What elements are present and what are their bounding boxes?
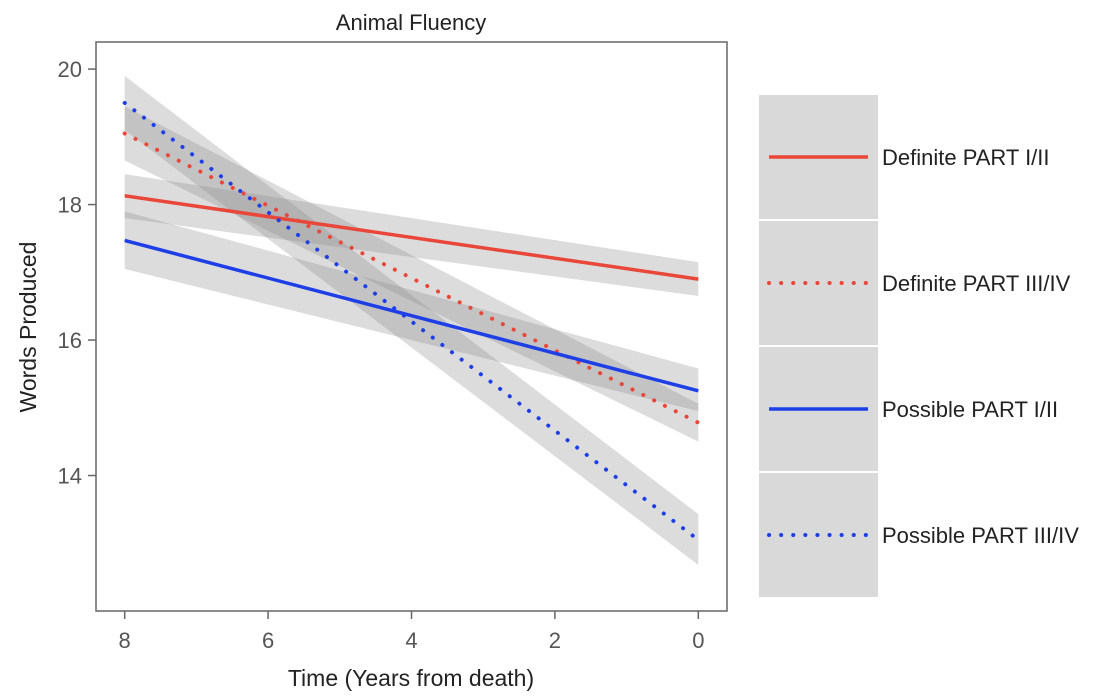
x-tick-label: 4: [405, 628, 417, 653]
x-tick-label: 6: [262, 628, 274, 653]
legend-label: Definite PART I/II: [882, 145, 1050, 170]
y-axis: 20 18 16 14: [58, 57, 96, 489]
series-line-2: [122, 131, 701, 425]
ci-band-series-1: [124, 174, 699, 297]
series-line-1: [124, 194, 699, 281]
series-lines: [122, 100, 701, 542]
ci-band-series-3: [124, 211, 699, 412]
x-tick-label: 2: [549, 628, 561, 653]
legend-label: Possible PART I/II: [882, 397, 1058, 422]
y-tick-label: 18: [58, 193, 82, 218]
y-tick-label: 16: [58, 328, 82, 353]
x-axis-title: Time (Years from death): [288, 665, 534, 691]
y-tick-label: 14: [58, 464, 82, 489]
series-line-3: [124, 238, 699, 393]
y-tick-label: 20: [58, 57, 82, 82]
ci-band-series-4: [124, 75, 699, 565]
x-tick-label: 0: [692, 628, 704, 653]
chart-title: Animal Fluency: [336, 10, 486, 35]
y-axis-title: Words Produced: [15, 242, 41, 413]
x-axis: 8 6 4 2 0: [119, 611, 704, 653]
legend-label: Possible PART III/IV: [882, 523, 1079, 548]
legend: Definite PART I/II Definite PART III/IV Po…: [759, 95, 1079, 597]
x-tick-label: 8: [119, 628, 131, 653]
legend-label: Definite PART III/IV: [882, 271, 1071, 296]
ci-band-series-2: [124, 106, 699, 442]
series-line-4: [122, 100, 701, 542]
confidence-bands: [124, 75, 699, 565]
